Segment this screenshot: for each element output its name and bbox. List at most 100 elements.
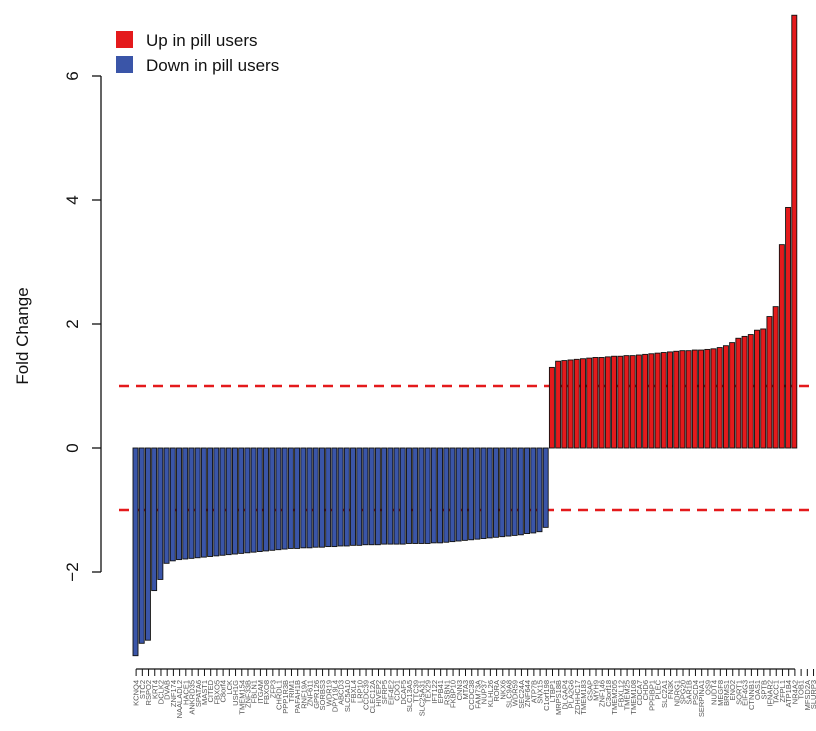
x-tick-label: NAALADL2 xyxy=(175,680,184,718)
x-tick-label: SLURP3 xyxy=(809,680,816,709)
y-tick-label: 4 xyxy=(63,195,82,204)
x-tick-label: PLEC xyxy=(654,679,663,699)
x-tick-label: CTNNB1 xyxy=(747,680,756,710)
x-tick-label: CLEC12A xyxy=(368,680,377,713)
bar-wdr19 xyxy=(325,447,332,548)
bar-epb41 xyxy=(437,447,443,544)
x-tick-label: OS9 xyxy=(703,680,712,695)
x-tick-label: MYH9 xyxy=(592,680,601,701)
x-tick-label: MFSD2A xyxy=(803,680,812,710)
x-tick-label: SAR1B xyxy=(685,680,694,705)
bar-ctnnb1 xyxy=(747,334,754,449)
x-tick-label: ANKRD35 xyxy=(188,680,197,715)
bar-rsbn1 xyxy=(443,447,450,543)
x-tick-label: FN3K xyxy=(666,680,675,699)
bar-ifnar2 xyxy=(766,316,773,449)
bar-chd6 xyxy=(642,353,649,449)
x-tick-label: IFT122 xyxy=(430,680,439,704)
x-tick-label: RORA xyxy=(492,680,501,702)
bar-gpr126 xyxy=(312,447,319,548)
x-axis: KCNQ4STC2RSPO2KRT4DCLK2DVABZNF174NAALADL… xyxy=(132,668,816,718)
bar-slc13a5 xyxy=(406,447,412,544)
x-tick-label: LRP10 xyxy=(355,680,364,703)
x-tick-label: C1orf198 xyxy=(542,680,551,711)
x-tick-label: CCDC39 xyxy=(362,680,371,710)
bar-clec12a xyxy=(368,447,375,546)
bar-dvab xyxy=(163,447,170,564)
x-tick-label: ZNF146 xyxy=(598,680,607,707)
bar-tmem205 xyxy=(611,355,618,449)
x-tick-label: KRT4 xyxy=(150,680,159,699)
bar-ppp1r3b xyxy=(281,447,288,550)
bar-sar1b xyxy=(685,350,692,449)
x-tick-label: TOB1 xyxy=(797,680,806,699)
x-tick-label: KLHL26 xyxy=(486,680,495,707)
x-tick-label: NKX6 xyxy=(498,680,507,700)
x-tick-label: ITGAM xyxy=(256,680,265,704)
x-tick-label: WDR59 xyxy=(511,680,520,706)
bar-spata6 xyxy=(194,447,201,559)
x-tick-label: TMEM154 xyxy=(237,680,246,715)
x-tick-label: ZDHHC17 xyxy=(573,680,582,715)
bar-ndrg1 xyxy=(673,350,680,449)
bar-znf611 xyxy=(306,447,313,549)
x-tick-label: ZNF611 xyxy=(306,680,315,707)
x-tick-label: SFRP5 xyxy=(380,680,389,704)
y-tick-label: 0 xyxy=(63,443,82,452)
x-tick-label: PLA2G6 xyxy=(567,680,576,708)
x-tick-label: SORT1 xyxy=(734,680,743,705)
x-tick-label: ENO2 xyxy=(728,680,737,700)
bar-fbln1 xyxy=(250,447,257,553)
y-axis: −2 0 2 4 6 xyxy=(63,71,102,582)
bar-znf174 xyxy=(169,447,176,562)
x-tick-label: RNF19A xyxy=(299,680,308,709)
x-tick-label: EIF4G3 xyxy=(741,680,750,706)
x-tick-label: SLC5A10 xyxy=(343,680,352,712)
bar-fam73a xyxy=(474,447,481,540)
x-tick-label: EPB41 xyxy=(436,680,445,703)
bar-eif4e2 xyxy=(387,447,394,545)
x-tick-label: CDCA7 xyxy=(635,680,644,705)
x-tick-label: C3orf18 xyxy=(604,680,613,707)
bar-eno2 xyxy=(729,342,736,449)
x-tick-label: FBXL4 xyxy=(349,680,358,703)
x-tick-label: ABCD3 xyxy=(337,680,346,705)
bar-zfp3 xyxy=(269,447,276,551)
bar-hace1 xyxy=(182,447,189,560)
bar-klhl26 xyxy=(486,447,493,539)
bar-zfpl1 xyxy=(778,244,785,449)
bar-pla2g6 xyxy=(567,359,574,449)
x-tick-label: KCNQ4 xyxy=(132,680,141,706)
x-tick-label: SLC9A8 xyxy=(505,680,514,708)
bar-znf644 xyxy=(524,447,530,535)
bar-abcd3 xyxy=(337,447,344,547)
bar-plec xyxy=(654,352,661,449)
bar-tmem183 xyxy=(580,358,586,449)
legend-label-down: Down in pill users xyxy=(146,56,279,75)
bar-rspo2 xyxy=(144,447,151,641)
x-tick-label: NR4A2 xyxy=(790,680,799,704)
x-tick-label: FAM73A xyxy=(473,680,482,709)
bar-sec24a xyxy=(517,447,524,536)
bar-fbxl12 xyxy=(617,355,624,449)
bar-dlgap4 xyxy=(561,360,568,449)
x-tick-label: WDR19 xyxy=(324,680,333,706)
bar-mta3 xyxy=(461,447,468,541)
bar-kcnq4 xyxy=(132,447,139,657)
bar-atp7b xyxy=(530,447,537,534)
bar-slc9a8 xyxy=(505,447,512,537)
bar-znf146 xyxy=(598,357,605,449)
bar-sorbs3 xyxy=(319,447,325,548)
x-tick-label: TEX29 xyxy=(424,680,433,703)
legend-swatch-down xyxy=(116,56,133,73)
bar-mast1 xyxy=(200,447,207,558)
bar-snx15 xyxy=(536,447,543,533)
x-tick-label: BRMS1 xyxy=(722,680,731,706)
bar-cnn3 xyxy=(455,447,462,542)
x-tick-label: SNX15 xyxy=(536,680,545,704)
bar-dcaf5 xyxy=(399,447,406,545)
bar-nudt4 xyxy=(710,348,717,449)
x-tick-label: DLGAP4 xyxy=(560,680,569,710)
bar-atp1b4 xyxy=(785,206,792,449)
